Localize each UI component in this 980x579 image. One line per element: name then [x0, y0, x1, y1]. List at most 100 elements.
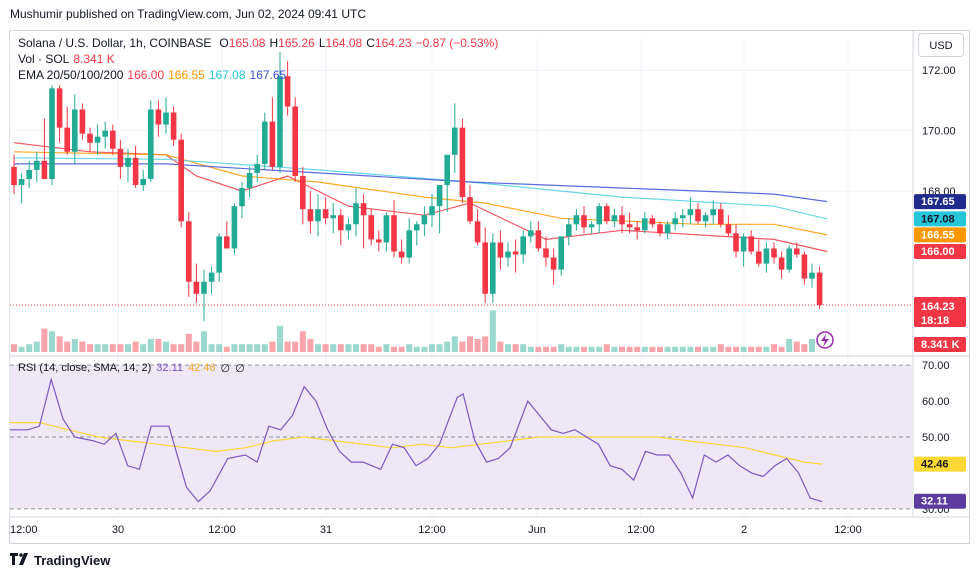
candle[interactable] — [702, 212, 709, 228]
candle[interactable] — [421, 206, 428, 237]
candle[interactable] — [11, 154, 17, 195]
candle[interactable] — [756, 239, 762, 267]
candle[interactable] — [611, 209, 618, 228]
candle[interactable] — [231, 203, 238, 255]
candle[interactable] — [330, 203, 336, 234]
candle[interactable] — [467, 185, 473, 225]
candle[interactable] — [26, 160, 32, 189]
candle[interactable] — [284, 61, 291, 116]
tradingview-logo[interactable]: TradingView — [10, 553, 110, 568]
candle[interactable] — [300, 166, 306, 225]
candle[interactable] — [505, 242, 511, 267]
candle[interactable] — [178, 133, 184, 228]
candle[interactable] — [170, 106, 177, 146]
candle[interactable] — [490, 233, 496, 303]
candle[interactable] — [322, 197, 329, 225]
candle[interactable] — [148, 100, 154, 182]
candle[interactable] — [338, 209, 344, 246]
candle[interactable] — [596, 203, 602, 234]
candle[interactable] — [140, 169, 146, 192]
candle[interactable] — [208, 266, 215, 294]
candle[interactable] — [34, 151, 40, 182]
candle[interactable] — [619, 206, 625, 234]
candle[interactable] — [41, 118, 48, 179]
candle[interactable] — [786, 245, 792, 273]
candle[interactable] — [474, 209, 481, 246]
candle[interactable] — [642, 212, 648, 234]
candle[interactable] — [72, 94, 78, 164]
candle[interactable] — [216, 233, 222, 282]
candle[interactable] — [414, 221, 420, 246]
candle[interactable] — [436, 185, 443, 234]
candle[interactable] — [680, 209, 686, 228]
candle[interactable] — [262, 112, 268, 170]
candle[interactable] — [543, 236, 549, 267]
ema-label[interactable]: EMA 20/50/100/200 — [18, 68, 124, 82]
candle[interactable] — [710, 200, 716, 225]
candle[interactable] — [64, 106, 70, 155]
candle[interactable] — [110, 124, 116, 155]
candle[interactable] — [695, 203, 701, 225]
candle[interactable] — [368, 209, 374, 246]
candle[interactable] — [566, 218, 572, 246]
candle[interactable] — [459, 118, 466, 204]
candle[interactable] — [573, 209, 580, 231]
candle[interactable] — [718, 203, 724, 228]
candle[interactable] — [816, 266, 823, 309]
currency-button[interactable]: USD — [918, 33, 964, 57]
candle[interactable] — [391, 200, 397, 258]
candle[interactable] — [452, 103, 458, 173]
candle[interactable] — [626, 212, 633, 234]
candle[interactable] — [201, 269, 207, 321]
symbol-label[interactable]: Solana / U.S. Dollar, 1h, COINBASE — [18, 36, 212, 50]
candle[interactable] — [809, 263, 815, 288]
candle[interactable] — [733, 224, 739, 258]
candle[interactable] — [588, 221, 595, 234]
candle[interactable] — [79, 103, 86, 140]
candle[interactable] — [360, 194, 367, 249]
candle[interactable] — [398, 239, 405, 264]
candle[interactable] — [345, 218, 352, 240]
candle[interactable] — [771, 242, 777, 264]
candle[interactable] — [353, 188, 359, 237]
candle[interactable] — [246, 166, 253, 198]
candle[interactable] — [163, 97, 169, 134]
candle[interactable] — [604, 203, 610, 225]
candle[interactable] — [239, 182, 245, 219]
candle[interactable] — [376, 230, 382, 252]
candle[interactable] — [307, 191, 314, 234]
candle[interactable] — [444, 154, 450, 213]
candle[interactable] — [186, 212, 192, 297]
rsi-label[interactable]: RSI (14, close, SMA, 14, 2) — [18, 362, 152, 374]
candle[interactable] — [740, 233, 747, 267]
candle[interactable] — [155, 100, 162, 137]
candle[interactable] — [512, 239, 519, 273]
candle[interactable] — [224, 221, 230, 249]
candle[interactable] — [56, 85, 63, 143]
candle[interactable] — [482, 227, 488, 303]
candle[interactable] — [558, 236, 564, 276]
candle[interactable] — [254, 154, 260, 182]
candle[interactable] — [581, 206, 587, 234]
candle[interactable] — [87, 127, 93, 152]
candle[interactable] — [801, 251, 808, 285]
candle[interactable] — [649, 215, 656, 228]
candle[interactable] — [535, 221, 542, 252]
lightning-icon[interactable] — [816, 331, 834, 349]
candle[interactable] — [193, 263, 200, 303]
candle[interactable] — [687, 197, 694, 225]
candle[interactable] — [778, 251, 785, 279]
candle[interactable] — [657, 221, 663, 237]
candle[interactable] — [18, 172, 25, 204]
candle[interactable] — [429, 194, 435, 228]
candle[interactable] — [520, 230, 526, 264]
candle[interactable] — [794, 242, 800, 258]
candle[interactable] — [292, 97, 298, 182]
candle[interactable] — [725, 215, 732, 237]
volume-label[interactable]: Vol · SOL — [18, 52, 70, 66]
candle[interactable] — [550, 248, 557, 285]
candle[interactable] — [383, 212, 390, 252]
candle[interactable] — [277, 52, 283, 173]
candle[interactable] — [406, 218, 412, 264]
